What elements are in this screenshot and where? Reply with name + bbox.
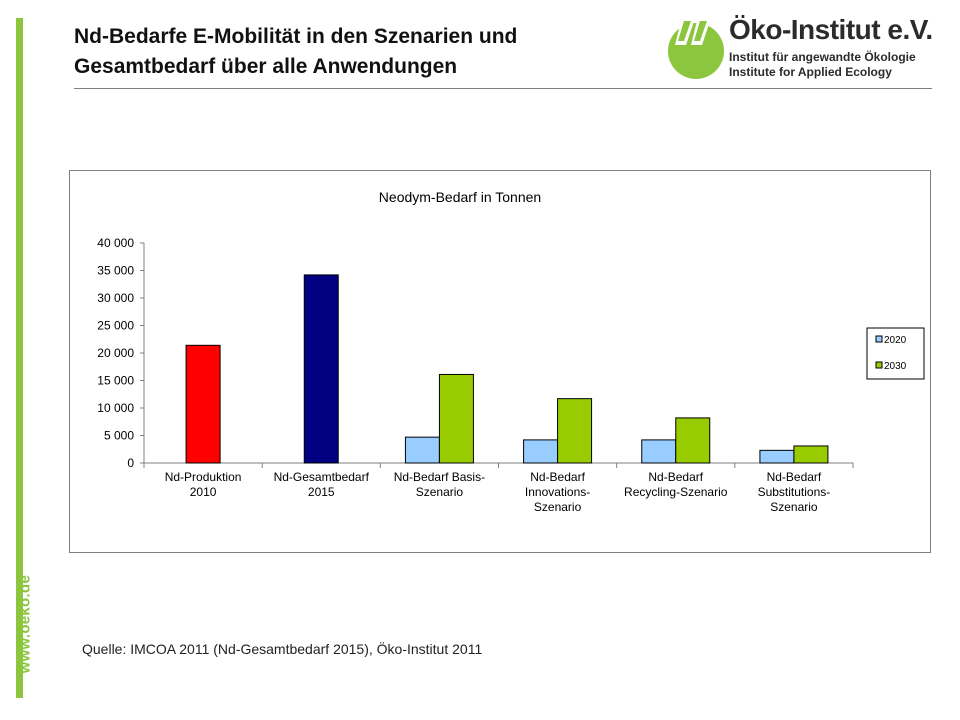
x-category-label: Nd-Bedarf bbox=[767, 470, 822, 484]
logo-subtitle-en: Institute for Applied Ecology bbox=[729, 65, 892, 79]
y-tick-label: 15 000 bbox=[97, 374, 134, 388]
x-category-label: Nd-Gesamtbedarf bbox=[274, 470, 370, 484]
logo-mark-icon bbox=[668, 21, 724, 79]
bar-2020-2 bbox=[404, 436, 440, 464]
x-category-label: Recycling-Szenario bbox=[624, 485, 728, 499]
y-tick-label: 5 000 bbox=[104, 429, 134, 443]
x-category-label: 2015 bbox=[308, 485, 335, 499]
website-url[interactable]: www.oeko.de bbox=[16, 574, 34, 674]
x-category-label: Innovations- bbox=[525, 485, 590, 499]
bar-2020-4 bbox=[641, 439, 677, 464]
chart-title: Neodym-Bedarf in Tonnen bbox=[379, 189, 541, 205]
page-title-line-1: Nd-Bedarfe E-Mobilität in den Szenarien … bbox=[74, 25, 518, 48]
bar-2020-5 bbox=[759, 449, 795, 464]
neodym-bar-chart: Neodym-Bedarf in Tonnen 0 5 000 10 000 15 00… bbox=[97, 189, 925, 514]
y-tick-label: 40 000 bbox=[97, 236, 134, 250]
legend-label-2030: 2030 bbox=[884, 361, 907, 372]
x-category-label: Szenario bbox=[770, 500, 818, 514]
chart-container: Neodym-Bedarf in Tonnen 0 5 000 10 000 15 00… bbox=[69, 170, 931, 553]
source-note: Quelle: IMCOA 2011 (Nd-Gesamtbedarf 2015… bbox=[82, 641, 483, 657]
x-category-label: Szenario bbox=[534, 500, 582, 514]
y-tick-label: 10 000 bbox=[97, 401, 134, 415]
logo-subtitle-de: Institut für angewandte Ökologie bbox=[729, 50, 916, 64]
bar-2030-3 bbox=[557, 398, 593, 464]
side-accent-bar bbox=[16, 18, 23, 698]
x-category-label: 2010 bbox=[190, 485, 217, 499]
legend-label-2020: 2020 bbox=[884, 335, 907, 346]
legend-swatch-2020 bbox=[875, 335, 883, 343]
x-category-label: Substitutions- bbox=[758, 485, 831, 499]
legend-swatch-2030 bbox=[875, 361, 883, 369]
logo-name: Öko-Institut e.V. bbox=[729, 14, 933, 45]
x-category-label: Nd-Produktion bbox=[165, 470, 242, 484]
y-tick-label: 35 000 bbox=[97, 264, 134, 278]
bar-2030-4 bbox=[675, 417, 711, 464]
y-tick-label: 25 000 bbox=[97, 319, 134, 333]
y-tick-label: 30 000 bbox=[97, 291, 134, 305]
page-title-line-2: Gesamtbedarf über alle Anwendungen bbox=[74, 55, 458, 78]
bar-2020-3 bbox=[523, 439, 559, 464]
page-title: Nd-Bedarfe E-Mobilität in den Szenarien … bbox=[74, 22, 654, 82]
bar-0 bbox=[185, 344, 221, 464]
bar-2030-2 bbox=[438, 373, 474, 464]
x-category-label: Nd-Bedarf bbox=[530, 470, 585, 484]
bar-2030-5 bbox=[793, 445, 829, 464]
y-tick-label: 20 000 bbox=[97, 346, 134, 360]
bar-1 bbox=[303, 274, 339, 464]
header-divider bbox=[74, 88, 932, 89]
x-category-label: Nd-Bedarf Basis- bbox=[394, 470, 485, 484]
x-category-label: Nd-Bedarf bbox=[648, 470, 703, 484]
y-tick-label: 0 bbox=[127, 456, 134, 470]
x-category-label: Szenario bbox=[416, 485, 464, 499]
oeko-institut-logo: Öko-Institut e.V. Institut für angewandt… bbox=[664, 14, 934, 84]
